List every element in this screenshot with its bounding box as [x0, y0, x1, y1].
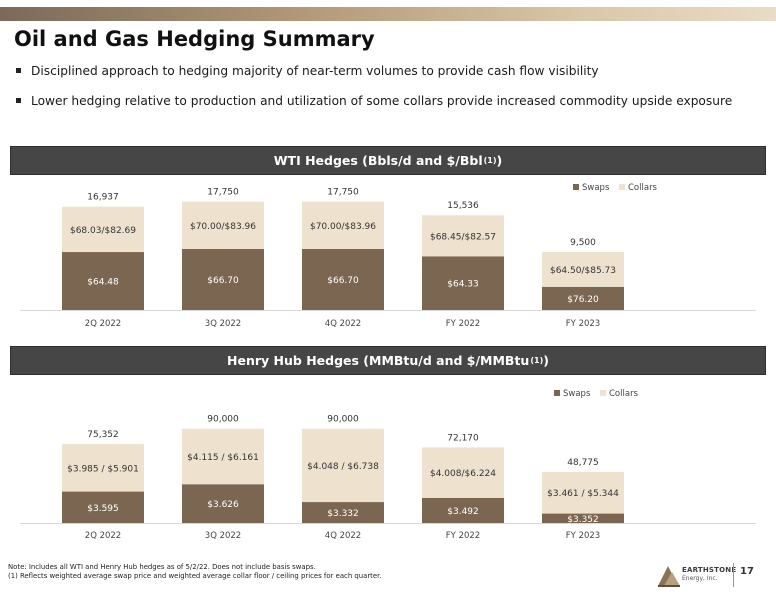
swaps-bar — [542, 286, 624, 310]
collars-data-label: $4.115 / $6.161 — [187, 453, 259, 463]
henry-panel-header: Henry Hub Hedges (MMBtu/d and $/MMBtu (1)… — [10, 346, 766, 375]
bullet-item: Disciplined approach to hedging majority… — [16, 62, 766, 79]
logo-name: EARTHSTONE — [682, 566, 737, 574]
swaps-data-label: $64.33 — [447, 280, 479, 290]
swaps-bar — [62, 491, 144, 523]
x-tick-label: 2Q 2022 — [85, 531, 121, 541]
total-data-label: 17,750 — [207, 188, 239, 198]
swaps-bar — [302, 502, 384, 523]
swaps-bar — [422, 497, 504, 523]
wti-chart: $64.48 $68.03/$82.69 16,937 2Q 2022 $66.70 $7… — [10, 176, 766, 336]
page-divider — [733, 563, 734, 587]
swaps-data-label: $3.352 — [567, 515, 599, 525]
collars-data-label: $3.461 / $5.344 — [547, 489, 619, 499]
collars-data-label: $68.45/$82.57 — [430, 232, 496, 242]
collars-bar — [182, 428, 264, 485]
bullet-square-icon — [16, 68, 21, 73]
collars-bar — [182, 201, 264, 249]
collars-bar — [302, 201, 384, 249]
total-data-label: 90,000 — [207, 415, 239, 425]
collars-data-label: $68.03/$82.69 — [70, 226, 136, 236]
swaps-data-label: $3.626 — [207, 500, 239, 510]
swaps-bar — [62, 252, 144, 310]
top-accent-bar — [0, 7, 776, 21]
page-number: 17 — [740, 566, 754, 577]
earthstone-logo-icon — [658, 566, 680, 587]
legend-label-swaps: Swaps — [582, 183, 610, 193]
collars-bar — [62, 206, 144, 253]
swaps-data-label: $76.20 — [567, 295, 599, 305]
total-data-label: 72,170 — [447, 433, 479, 443]
footnote: Note: Includes all WTI and Henry Hub hed… — [8, 563, 382, 581]
henry-chart-svg: $3.595 $3.985 / $5.901 75,352 2Q 2022 $3.626… — [20, 389, 756, 541]
total-data-label: 75,352 — [87, 430, 119, 440]
logo-subtitle: Energy, Inc. — [682, 575, 718, 582]
total-data-label: 48,775 — [567, 458, 599, 468]
x-tick-label: 4Q 2022 — [325, 319, 361, 329]
swaps-data-label: $66.70 — [207, 276, 239, 286]
total-data-label: 17,750 — [327, 188, 359, 198]
swaps-data-label: $64.48 — [87, 278, 119, 288]
collars-data-label: $70.00/$83.96 — [190, 222, 256, 232]
collars-bar — [422, 447, 504, 498]
henry-chart-title-end: ) — [543, 353, 549, 368]
collars-bar — [62, 444, 144, 492]
henry-chart: $3.595 $3.985 / $5.901 75,352 2Q 2022 $3.626… — [10, 376, 766, 546]
legend-swatch-swaps — [554, 390, 560, 396]
bullet-text: Disciplined approach to hedging majority… — [31, 63, 599, 78]
bullet-square-icon — [16, 98, 21, 103]
collars-bar — [422, 215, 504, 257]
henry-footnote-ref: (1) — [530, 356, 544, 365]
legend-swatch-swaps — [573, 184, 579, 190]
x-tick-label: FY 2023 — [566, 531, 600, 541]
footnote-line: Note: Includes all WTI and Henry Hub hed… — [8, 563, 316, 571]
wti-chart-title-end: ) — [496, 153, 503, 168]
swaps-bar — [422, 256, 504, 310]
henry-chart-title: Henry Hub Hedges (MMBtu/d and $/MMBtu — [227, 353, 530, 368]
x-tick-label: FY 2023 — [566, 319, 600, 329]
legend-swatch-collars — [619, 184, 625, 190]
collars-data-label: $64.50/$85.73 — [550, 266, 616, 276]
collars-bar — [542, 252, 624, 287]
bullet-item: Lower hedging relative to production and… — [16, 92, 766, 109]
swaps-bar — [302, 249, 384, 310]
bullet-text: Lower hedging relative to production and… — [31, 93, 733, 108]
swaps-bar — [182, 249, 264, 310]
legend-label-swaps: Swaps — [563, 389, 591, 399]
x-tick-label: 3Q 2022 — [205, 319, 241, 329]
collars-data-label: $4.008/$6.224 — [430, 469, 496, 479]
swaps-data-label: $3.492 — [447, 507, 479, 517]
wti-chart-svg: $64.48 $68.03/$82.69 16,937 2Q 2022 $66.70 $7… — [20, 183, 756, 329]
x-tick-label: 3Q 2022 — [205, 531, 241, 541]
legend-swatch-collars — [600, 390, 606, 396]
x-tick-label: 4Q 2022 — [325, 531, 361, 541]
total-data-label: 16,937 — [87, 193, 119, 203]
swaps-bar — [542, 513, 624, 523]
x-tick-label: FY 2022 — [446, 319, 480, 329]
total-data-label: 9,500 — [570, 238, 596, 248]
swaps-bar — [182, 484, 264, 523]
collars-data-label: $70.00/$83.96 — [310, 222, 376, 232]
x-tick-label: FY 2022 — [446, 531, 480, 541]
total-data-label: 90,000 — [327, 415, 359, 425]
legend-label-collars: Collars — [609, 389, 639, 399]
page-title: Oil and Gas Hedging Summary — [14, 27, 375, 51]
swaps-data-label: $66.70 — [327, 276, 359, 286]
collars-data-label: $4.048 / $6.738 — [307, 462, 379, 472]
total-data-label: 15,536 — [447, 201, 479, 211]
collars-bar — [542, 471, 624, 514]
footnote-line: (1) Reflects weighted average swap price… — [8, 572, 382, 580]
collars-bar — [302, 428, 384, 503]
collars-data-label: $3.985 / $5.901 — [67, 464, 139, 474]
wti-chart-title: WTI Hedges (Bbls/d and $/Bbl — [273, 153, 483, 168]
wti-footnote-ref: (1) — [483, 156, 497, 165]
bullet-list: Disciplined approach to hedging majority… — [16, 62, 766, 122]
swaps-data-label: $3.595 — [87, 504, 119, 514]
wti-panel-header: WTI Hedges (Bbls/d and $/Bbl (1)) — [10, 146, 766, 175]
swaps-data-label: $3.332 — [327, 509, 359, 519]
x-tick-label: 2Q 2022 — [85, 319, 121, 329]
legend-label-collars: Collars — [628, 183, 658, 193]
